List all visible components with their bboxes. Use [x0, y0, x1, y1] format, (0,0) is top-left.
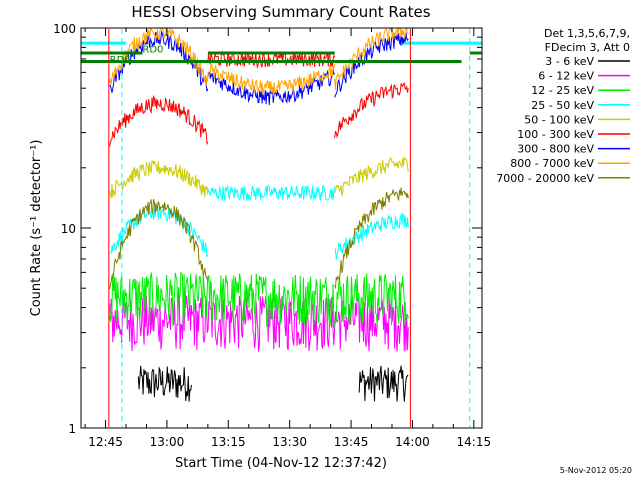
- legend-label-2: 6 - 12 keV: [538, 70, 594, 83]
- series-5-segment-1: [109, 160, 209, 199]
- x-tick-label-0: 12:45: [88, 435, 123, 449]
- legend-label-4: 25 - 50 keV: [531, 99, 594, 112]
- series-3: [109, 271, 409, 329]
- x-tick-label-1: 13:00: [150, 435, 185, 449]
- legend-header-line-2: FDecim 3, Att 0: [545, 41, 630, 54]
- footer-timestamp: 5-Nov-2012 05:20: [560, 466, 632, 475]
- series-1-segment-1: [137, 365, 192, 402]
- legend-label-8: 800 - 7000 keV: [510, 157, 594, 170]
- legend-label-3: 12 - 25 keV: [531, 84, 594, 97]
- series-5: [109, 155, 409, 199]
- series-1-segment-2: [358, 365, 409, 402]
- legend-header-line-1: Det 1,3,5,6,7,9,: [544, 27, 630, 40]
- x-axis-label: Start Time (04-Nov-12 12:37:42): [175, 456, 387, 471]
- series-9-segment-2: [334, 187, 409, 290]
- x-tick-label-6: 14:15: [457, 435, 492, 449]
- y-axis-label: Count Rate (s⁻¹ detector⁻¹): [29, 140, 44, 317]
- chart-title: HESSI Observing Summary Count Rates: [131, 3, 430, 21]
- series-9: [109, 187, 409, 290]
- y-tick-label-2: 100: [53, 22, 76, 36]
- series-8-segment-3: [334, 27, 409, 91]
- y-tick-label-0: 1: [68, 422, 76, 436]
- legend: Det 1,3,5,6,7,9, FDecim 3, Att 0 3 - 6 k…: [496, 27, 630, 185]
- series-4-segment-2: [207, 184, 336, 202]
- series-3-segment-1: [109, 271, 409, 329]
- series-6-segment-3: [334, 82, 409, 139]
- series-4-segment-1: [109, 204, 209, 259]
- annotations: RD0 RD6: [110, 44, 164, 66]
- series-5-segment-2: [334, 155, 409, 196]
- annotation-rd6: RD6: [110, 55, 131, 66]
- x-tick-label-2: 13:15: [211, 435, 246, 449]
- legend-label-9: 7000 - 20000 keV: [496, 172, 594, 185]
- y-tick-label-1: 10: [61, 222, 76, 236]
- flag-lines: [81, 29, 482, 427]
- x-tick-label-5: 14:00: [395, 435, 430, 449]
- annotation-rd0: RD0: [142, 44, 163, 55]
- series-8-segment-2: [207, 63, 336, 97]
- x-tick-label-3: 13:30: [272, 435, 307, 449]
- series-6-segment-1: [109, 94, 209, 147]
- series-1: [137, 365, 409, 402]
- legend-label-7: 300 - 800 keV: [517, 143, 594, 156]
- series-9-segment-1: [109, 198, 209, 290]
- x-tick-label-4: 13:45: [334, 435, 369, 449]
- legend-label-5: 50 - 100 keV: [524, 113, 594, 126]
- axes: 12:45 13:00 13:15 13:30 13:45 14:00 14:15 1 10 10…: [53, 22, 491, 449]
- legend-label-6: 100 - 300 keV: [517, 128, 594, 141]
- legend-label-1: 3 - 6 keV: [545, 55, 594, 68]
